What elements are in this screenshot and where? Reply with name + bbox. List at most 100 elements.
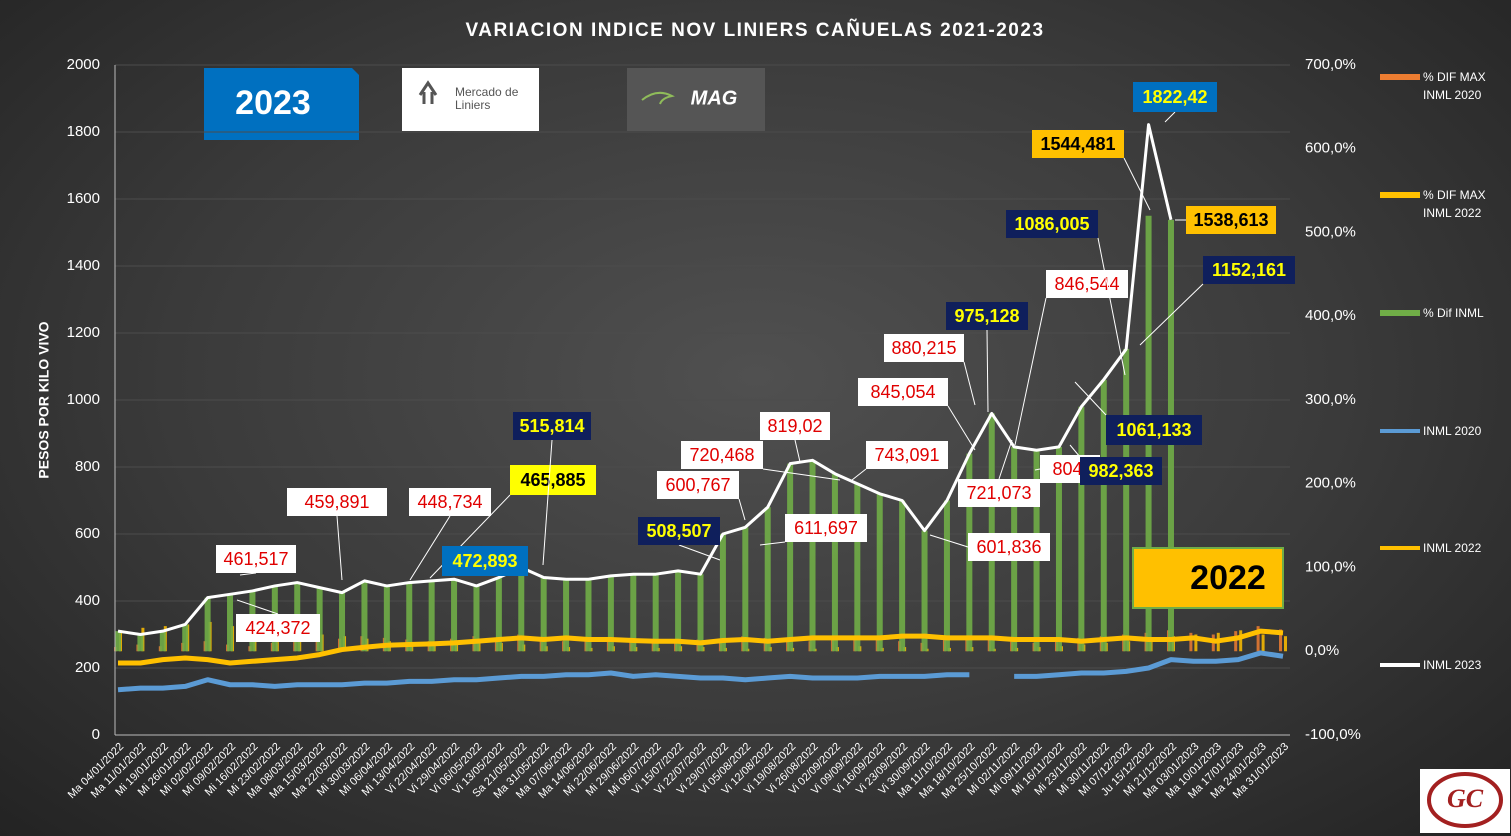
bar xyxy=(495,577,502,652)
annotation-box xyxy=(681,441,763,469)
y2-tick-label: 600,0% xyxy=(1305,140,1356,157)
bar xyxy=(115,631,121,652)
logo-icon xyxy=(641,91,675,105)
bar xyxy=(563,579,570,652)
annotation: 1538,613 xyxy=(1175,206,1276,234)
leader-line xyxy=(794,439,801,463)
annotation-label: 982,363 xyxy=(1088,461,1153,481)
bar xyxy=(1078,406,1085,652)
annotation-box xyxy=(657,471,739,499)
annotation-box xyxy=(1203,256,1295,284)
annotation: 472,893 xyxy=(442,546,528,576)
annotation-label: 1061,133 xyxy=(1116,420,1191,440)
leader-line xyxy=(1123,157,1151,211)
legend-label: % DIF MAX INML 2020 xyxy=(1423,70,1486,102)
annotation-box xyxy=(858,378,948,406)
y-tick-label: 2000 xyxy=(67,56,100,73)
annotation-label: 743,091 xyxy=(874,445,939,465)
y-tick-label: 200 xyxy=(75,659,100,676)
annotation: 611,697 xyxy=(759,514,867,546)
y-tick-label: 800 xyxy=(75,458,100,475)
leader-line xyxy=(851,468,867,481)
badge: 2023 xyxy=(235,84,311,122)
bar xyxy=(383,585,390,652)
annotation-label: 461,517 xyxy=(223,549,288,569)
leader-line xyxy=(1097,237,1126,376)
logo-icon xyxy=(1427,772,1503,828)
leader-line xyxy=(336,515,343,581)
annotation: 1086,005 xyxy=(1006,210,1126,376)
annotation-box xyxy=(513,412,591,440)
bar xyxy=(1194,634,1198,652)
annotation-label: 819,02 xyxy=(767,416,822,436)
bar xyxy=(787,463,794,652)
annotation-label: 880,215 xyxy=(891,338,956,358)
bar xyxy=(607,575,614,652)
bar xyxy=(159,631,166,652)
bar xyxy=(361,580,368,652)
legend-label: % Dif INML xyxy=(1423,306,1484,320)
legend-label: INML 2023 xyxy=(1423,658,1482,672)
y-tick-label: 1400 xyxy=(67,257,100,274)
bar xyxy=(1284,636,1287,652)
bar xyxy=(227,594,234,652)
leader-line xyxy=(1034,468,1041,471)
bar xyxy=(652,574,659,652)
bar xyxy=(540,577,547,652)
leader-line xyxy=(998,439,1013,480)
annotation: 819,02 xyxy=(760,412,830,463)
y-tick-label: 1600 xyxy=(67,190,100,207)
annotation: 743,091 xyxy=(851,441,948,481)
annotation-box xyxy=(968,533,1050,561)
legend-label: % DIF MAX INML 2022 xyxy=(1423,188,1486,220)
annotation: 720,468 xyxy=(681,441,841,481)
bar xyxy=(742,527,749,652)
bar xyxy=(428,580,435,652)
y-tick-label: 1200 xyxy=(67,324,100,341)
leader-line xyxy=(762,468,841,481)
leader-line xyxy=(947,405,976,451)
bar xyxy=(988,413,995,652)
annotation-label: 720,468 xyxy=(689,445,754,465)
bar xyxy=(764,507,771,652)
annotation-box xyxy=(785,514,867,542)
bar xyxy=(1234,631,1238,652)
annotation: 721,073 xyxy=(958,439,1040,507)
annotation: 1152,161 xyxy=(1139,256,1295,346)
annotation-label: 611,697 xyxy=(794,518,858,538)
annotation: 515,814 xyxy=(513,412,591,566)
annotation-box xyxy=(1080,457,1162,485)
bar xyxy=(876,493,883,652)
bar xyxy=(182,624,189,652)
y2-tick-label: -100,0% xyxy=(1305,726,1361,743)
bar xyxy=(137,634,144,652)
annotation-label: 515,814 xyxy=(519,416,584,436)
legend-label: INML 2020 xyxy=(1423,424,1482,438)
annotation-label: 845,054 xyxy=(870,382,935,402)
chart-title: VARIACION INDICE NOV LINIERS CAÑUELAS 20… xyxy=(465,19,1044,41)
line xyxy=(117,123,1173,636)
annotation-label: 975,128 xyxy=(954,306,1019,326)
y-tick-label: 600 xyxy=(75,525,100,542)
bar xyxy=(518,567,525,652)
legend-label: INML 2022 xyxy=(1423,541,1482,555)
y-tick-label: 0 xyxy=(92,726,100,743)
y2-tick-label: 100,0% xyxy=(1305,558,1356,575)
legend-swatch xyxy=(1380,74,1420,80)
annotation: 465,885 xyxy=(429,465,596,579)
annotation: 880,215 xyxy=(884,334,976,406)
annotation-label: 804, xyxy=(1052,459,1087,479)
y2-tick-label: 0,0% xyxy=(1305,642,1339,659)
annotation-box xyxy=(638,517,720,545)
bar xyxy=(339,592,346,652)
annotation: 508,507 xyxy=(638,517,721,561)
annotation-label: 721,073 xyxy=(966,483,1031,503)
bar xyxy=(585,579,592,652)
annotation-label: 459,891 xyxy=(304,492,369,512)
bar xyxy=(943,500,950,652)
y-tick-label: 1800 xyxy=(67,123,100,140)
annotation-box xyxy=(760,412,830,440)
leader-line xyxy=(929,534,969,548)
bar xyxy=(1100,379,1107,652)
